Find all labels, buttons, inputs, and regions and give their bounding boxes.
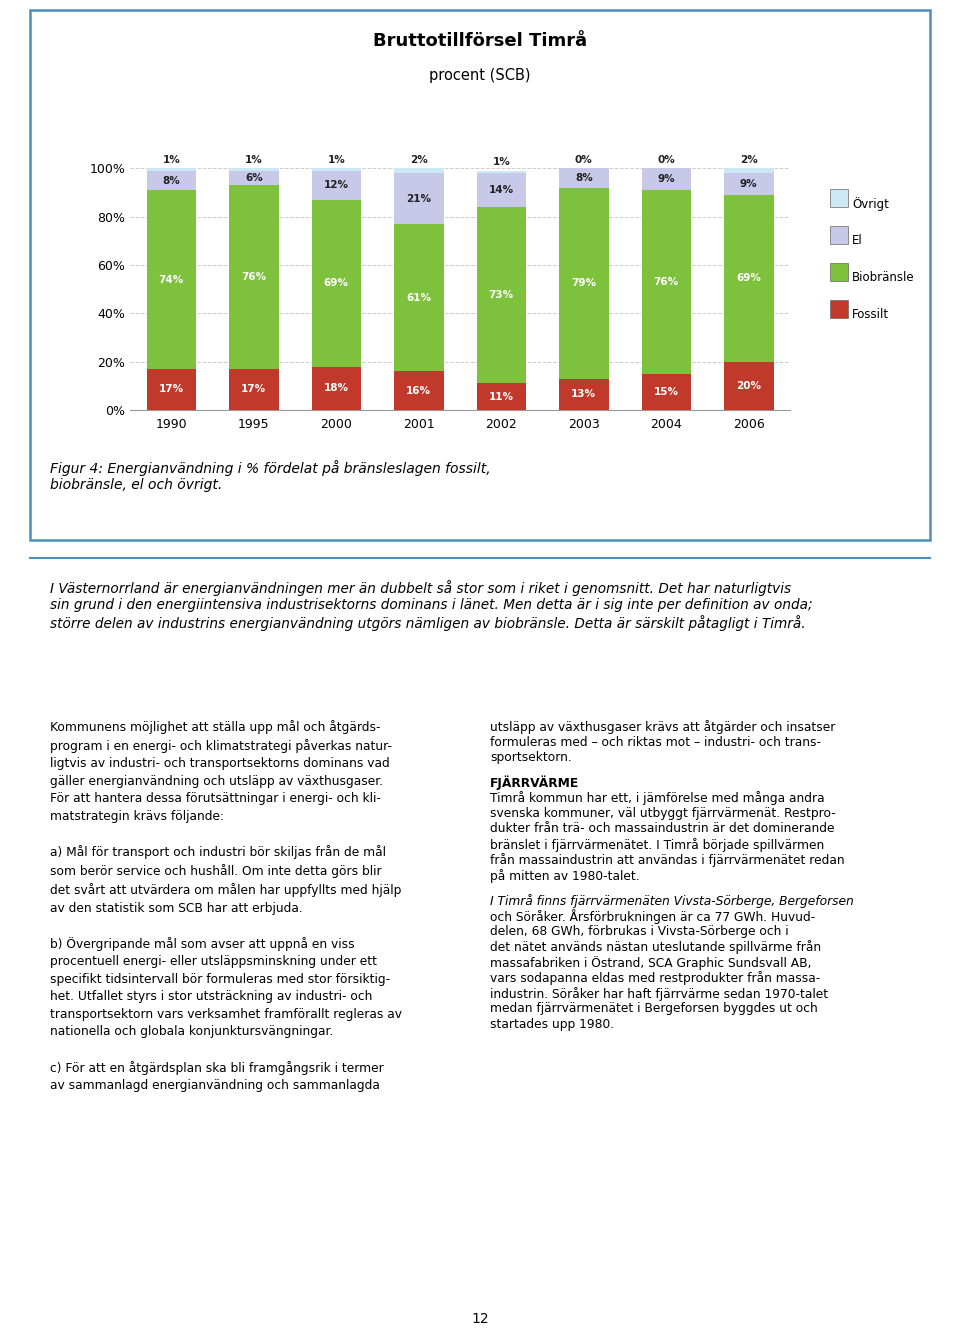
Text: det nätet används nästan uteslutande spillvärme från: det nätet används nästan uteslutande spi… [490,939,821,954]
Bar [641,374,691,410]
Text: 11%: 11% [489,391,514,402]
Text: 18%: 18% [324,383,348,394]
Text: svenska kommuner, väl utbyggt fjärrvärmenät. Restpro-: svenska kommuner, väl utbyggt fjärrvärme… [490,806,836,820]
Text: Fossilt: Fossilt [852,308,889,321]
Text: El: El [852,234,863,247]
Text: I Västernorrland är energianvändningen mer än dubbelt så stor som i riket i geno: I Västernorrland är energianvändningen m… [50,581,812,630]
Text: 1%: 1% [492,157,510,167]
Bar [147,168,196,171]
Text: dukter från trä- och massaindustrin är det dominerande: dukter från trä- och massaindustrin är d… [490,823,834,836]
Bar [724,168,774,173]
Bar [476,173,526,207]
Text: utsläpp av växthusgaser krävs att åtgärder och insatser: utsläpp av växthusgaser krävs att åtgärd… [490,720,835,734]
Text: 79%: 79% [571,278,596,288]
Text: startades upp 1980.: startades upp 1980. [490,1017,614,1031]
Bar [559,188,609,379]
Text: från massaindustrin att användas i fjärrvärmenätet redan: från massaindustrin att användas i fjärr… [490,853,845,867]
Text: 16%: 16% [406,386,431,395]
Text: 13%: 13% [571,390,596,399]
Bar [476,171,526,173]
Bar [559,379,609,410]
Text: 1%: 1% [162,155,180,165]
Text: industrin. Söråker har haft fjärrvärme sedan 1970-talet: industrin. Söråker har haft fjärrvärme s… [490,986,828,1000]
Bar [229,168,278,171]
Text: 8%: 8% [162,176,180,185]
Bar [311,168,361,171]
Text: 74%: 74% [158,274,184,285]
Bar [147,370,196,410]
Bar [229,370,278,410]
Bar [724,173,774,195]
Bar [147,171,196,191]
Text: 0%: 0% [575,155,592,165]
Text: 61%: 61% [406,293,431,302]
Text: 20%: 20% [736,380,761,391]
Text: 9%: 9% [658,175,675,184]
Text: 2%: 2% [740,155,757,165]
Text: 9%: 9% [740,179,757,190]
Text: Bruttotillförsel Timrå: Bruttotillförsel Timrå [372,32,588,50]
Text: 0%: 0% [658,155,675,165]
Bar [641,168,691,191]
Bar [311,200,361,367]
Bar [724,195,774,362]
Bar [476,207,526,383]
Text: 76%: 76% [241,273,266,282]
Bar [559,168,609,188]
Text: 17%: 17% [241,384,266,395]
Text: Timrå kommun har ett, i jämförelse med många andra: Timrå kommun har ett, i jämförelse med m… [490,792,825,805]
Text: Kommunens möjlighet att ställa upp mål och åtgärds-
program i en energi- och kli: Kommunens möjlighet att ställa upp mål o… [50,720,402,1093]
Text: 12: 12 [471,1312,489,1327]
Text: 76%: 76% [654,277,679,288]
Bar [229,185,278,370]
Text: Figur 4: Energianvändning i % fördelat på bränsleslagen fossilt,
biobränsle, el : Figur 4: Energianvändning i % fördelat p… [50,460,491,492]
Bar [394,224,444,371]
Text: Biobränsle: Biobränsle [852,271,915,284]
Bar [394,371,444,410]
Text: sportsektorn.: sportsektorn. [490,751,572,763]
Text: bränslet i fjärrvärmenätet. I Timrå började spillvärmen: bränslet i fjärrvärmenätet. I Timrå börj… [490,837,825,852]
Bar [724,362,774,410]
Text: och Söråker. Årsförbrukningen är ca 77 GWh. Huvud-: och Söråker. Årsförbrukningen är ca 77 G… [490,909,815,925]
Bar [229,171,278,185]
Text: 2%: 2% [410,155,427,165]
Text: 69%: 69% [736,273,761,284]
Text: 1%: 1% [245,155,263,165]
Text: I Timrå finns fjärrvärmenäten Vivsta-Sörberge, Bergeforsen: I Timrå finns fjärrvärmenäten Vivsta-Sör… [490,894,853,907]
Text: 8%: 8% [575,173,592,183]
Text: 73%: 73% [489,290,514,300]
Text: 15%: 15% [654,387,679,396]
Text: 69%: 69% [324,278,348,288]
Text: 21%: 21% [406,194,431,204]
Text: medan fjärrvärmenätet i Bergeforsen byggdes ut och: medan fjärrvärmenätet i Bergeforsen bygg… [490,1003,818,1015]
Text: delen, 68 GWh, förbrukas i Vivsta-Sörberge och i: delen, 68 GWh, förbrukas i Vivsta-Sörber… [490,925,788,938]
Text: på mitten av 1980-talet.: på mitten av 1980-talet. [490,868,639,883]
Text: Övrigt: Övrigt [852,198,889,211]
Text: FJÄRRVÄRME: FJÄRRVÄRME [490,775,579,790]
Text: vars sodapanna eldas med restprodukter från massa-: vars sodapanna eldas med restprodukter f… [490,972,820,985]
Bar [394,168,444,173]
Bar [311,171,361,200]
Text: procent (SCB): procent (SCB) [429,69,531,83]
Text: massafabriken i Östrand, SCA Graphic Sundsvall AB,: massafabriken i Östrand, SCA Graphic Sun… [490,956,811,969]
Text: 14%: 14% [489,185,514,195]
Text: 1%: 1% [327,155,346,165]
Text: 17%: 17% [158,384,183,395]
Bar [641,191,691,374]
Text: 6%: 6% [245,173,263,183]
Bar [147,191,196,370]
Text: 12%: 12% [324,180,348,191]
Bar [394,173,444,224]
Bar [476,383,526,410]
Text: formuleras med – och riktas mot – industri- och trans-: formuleras med – och riktas mot – indust… [490,735,821,749]
Bar [311,367,361,410]
